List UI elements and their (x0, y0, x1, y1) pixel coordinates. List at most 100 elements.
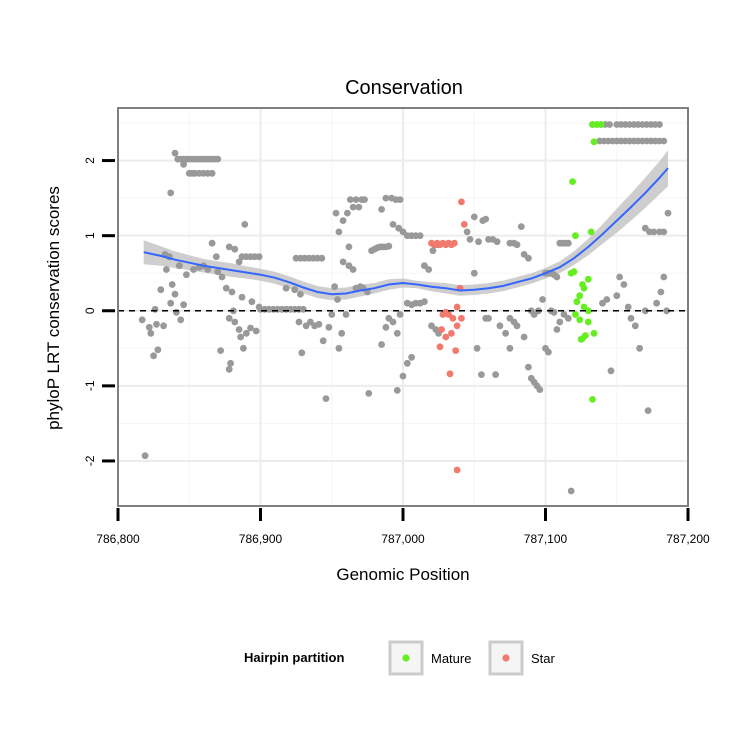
point-star (438, 326, 445, 333)
y-tick-label: -2 (83, 455, 97, 466)
y-tick-label: 0 (83, 307, 97, 314)
legend-item-star: Star (488, 640, 556, 676)
point-star (460, 221, 468, 228)
point-star (458, 314, 465, 322)
legend-key-point (402, 654, 410, 662)
point-mature (572, 311, 579, 318)
point-other (389, 221, 397, 228)
point-other (295, 318, 303, 326)
point-mature (587, 228, 595, 236)
point-star (449, 314, 457, 322)
point-other (345, 243, 353, 251)
axes: 786,800 786,900 787,000 787,100 787,200 -2 -1 0… (83, 157, 710, 546)
point-other (421, 298, 428, 306)
point-other (231, 245, 239, 253)
point-star (452, 347, 460, 354)
point-other (470, 213, 478, 221)
point-other (204, 266, 212, 273)
point-other (378, 341, 385, 348)
point-other (344, 209, 351, 217)
point-other (365, 390, 373, 397)
point-mature (570, 268, 578, 276)
point-other (163, 266, 170, 273)
x-tick-label: 787,100 (524, 532, 568, 546)
point-other (473, 344, 481, 352)
point-other (506, 344, 514, 352)
point-other (493, 238, 501, 246)
point-mature (584, 275, 592, 283)
point-other (141, 452, 149, 460)
point-other (393, 387, 401, 394)
point-other (525, 363, 532, 371)
point-other (315, 320, 323, 328)
legend-title: Hairpin partition (244, 650, 344, 665)
point-other (237, 333, 245, 341)
point-other (545, 348, 552, 356)
x-tick-label: 786,900 (239, 532, 283, 546)
point-other (382, 194, 390, 202)
x-tick-label: 787,200 (666, 532, 710, 546)
point-other (627, 314, 635, 322)
point-other (663, 307, 670, 315)
point-other (382, 323, 390, 331)
point-other (656, 121, 663, 128)
point-other (299, 305, 307, 313)
point-other (282, 284, 290, 292)
point-other (396, 311, 404, 318)
point-other (349, 266, 357, 273)
point-other (228, 288, 236, 296)
point-other (520, 333, 528, 341)
point-mature (576, 292, 584, 300)
point-other (338, 329, 346, 337)
point-other (183, 271, 190, 279)
legend-item-mature: Mature (388, 640, 471, 676)
point-other (222, 284, 230, 292)
point-other (217, 347, 225, 354)
legend-label: Star (531, 651, 556, 666)
point-other (624, 303, 632, 311)
point-other (255, 253, 263, 261)
point-other (470, 269, 478, 277)
point-mature (572, 232, 579, 240)
point-other (235, 326, 243, 333)
point-other (393, 329, 401, 337)
point-star (453, 322, 461, 330)
point-other (342, 311, 350, 318)
point-other (322, 395, 330, 402)
point-other (225, 314, 233, 322)
point-other (485, 314, 492, 322)
point-other (517, 223, 525, 231)
point-other (177, 316, 185, 324)
point-other (553, 326, 561, 333)
point-star (450, 239, 458, 247)
legend: Hairpin partition Mature Star (244, 640, 556, 676)
point-other (171, 149, 179, 157)
point-other (190, 266, 197, 273)
point-other (399, 372, 407, 380)
point-other (175, 262, 183, 270)
point-other (291, 286, 299, 294)
point-other (145, 323, 153, 331)
point-other (396, 196, 404, 204)
plot-border (117, 107, 689, 507)
point-other (252, 327, 260, 335)
point-other (660, 228, 668, 236)
point-other (335, 228, 343, 236)
point-other (214, 155, 222, 163)
point-mature (589, 396, 596, 403)
point-other (332, 209, 340, 217)
point-other (403, 359, 411, 367)
point-star (453, 303, 461, 311)
point-mature (597, 121, 605, 128)
point-other (328, 311, 336, 318)
point-other (631, 322, 639, 330)
point-other (660, 273, 668, 281)
point-other (167, 299, 175, 307)
point-mature (580, 284, 588, 292)
point-other (238, 293, 246, 301)
point-mature (569, 178, 576, 186)
point-other (478, 371, 485, 378)
point-other (231, 318, 239, 326)
point-other (620, 281, 628, 288)
y-tick-label: 2 (83, 157, 97, 164)
